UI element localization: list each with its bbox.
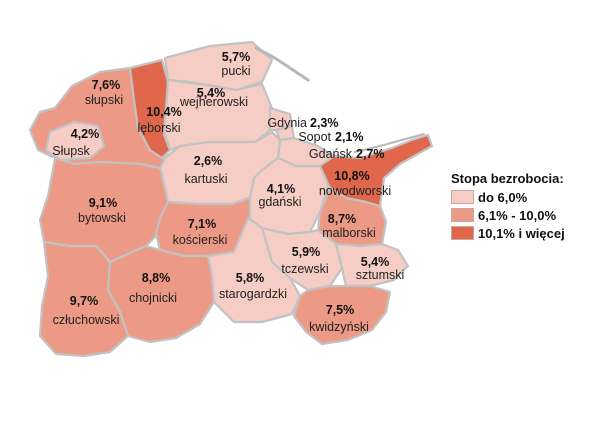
- label-starogardzki-value: 5,8%: [236, 271, 265, 285]
- label-bytowski-value: 9,1%: [89, 196, 118, 210]
- label-wejherowski-value: 5,4%: [197, 86, 226, 100]
- legend-item-high: 10,1% i więcej: [451, 224, 565, 242]
- label-malborski-name: malborski: [322, 226, 376, 240]
- legend-swatch-mid: [451, 208, 474, 222]
- label-gdynia-name: Gdynia: [267, 116, 307, 130]
- label-koscierski-value: 7,1%: [188, 217, 217, 231]
- label-slupski-name: słupski: [85, 93, 123, 107]
- region-kwidzynski[interactable]: [292, 284, 392, 346]
- county-regions: [28, 40, 434, 358]
- legend-label-low: do 6,0%: [478, 189, 528, 205]
- legend-item-low: do 6,0%: [451, 188, 565, 206]
- label-sztumski-name: sztumski: [356, 268, 405, 282]
- label-bytowski-name: bytowski: [78, 211, 126, 225]
- legend-title: Stopa bezrobocia:: [451, 171, 564, 186]
- label-gdanski-name: gdański: [258, 195, 301, 209]
- label-tczewski-value: 5,9%: [292, 245, 321, 259]
- legend-swatch-high: [451, 226, 474, 240]
- label-koscierski-name: kościerski: [173, 233, 228, 247]
- label-pucki-name: pucki: [221, 64, 250, 78]
- label-starogardzki-name: starogardzki: [219, 287, 287, 301]
- label-pucki-value: 5,7%: [222, 50, 251, 64]
- label-gdansk-name: Gdańsk: [309, 147, 353, 161]
- legend-swatch-low: [451, 190, 474, 204]
- vistula-spit: [354, 133, 425, 153]
- label-nowodworski-value: 10,8%: [334, 169, 369, 183]
- label-gdynia-value: 2,3%: [310, 116, 339, 130]
- region-slupsk[interactable]: [44, 120, 106, 162]
- label-gdansk-value: 2,7%: [356, 147, 385, 161]
- label-sztumski-value: 5,4%: [361, 255, 390, 269]
- label-sopot-value: 2,1%: [335, 130, 364, 144]
- legend-label-high: 10,1% i więcej: [478, 225, 565, 241]
- label-tczewski-name: tczewski: [281, 262, 328, 276]
- label-malborski-value: 8,7%: [328, 212, 357, 226]
- label-slupsk-name: Słupsk: [52, 144, 90, 158]
- legend-label-mid: 6,1% - 10,0%: [478, 207, 557, 223]
- hel-peninsula: [254, 46, 310, 82]
- legend: Stopa bezrobocia: do 6,0% 6,1% - 10,0% 1…: [451, 171, 565, 242]
- label-chojnicki-value: 8,8%: [142, 271, 171, 285]
- label-kwidzynski-value: 7,5%: [326, 303, 355, 317]
- region-labels: 7,6% słupski 4,2% Słupsk 10,4% lęborski …: [52, 50, 404, 334]
- label-leborski-value: 10,4%: [146, 105, 181, 119]
- legend-item-mid: 6,1% - 10,0%: [451, 206, 565, 224]
- label-slupski-value: 7,6%: [92, 78, 121, 92]
- label-kartuski-value: 2,6%: [194, 154, 223, 168]
- label-wejherowski-name: wejherowski: [179, 95, 248, 109]
- label-nowodworski-name: nowodworski: [319, 184, 391, 198]
- region-czluchowski[interactable]: [38, 240, 130, 358]
- label-kwidzynski-name: kwidzyński: [309, 320, 369, 334]
- label-czluchowski-value: 9,7%: [70, 294, 99, 308]
- label-gdanski-value: 4,1%: [267, 182, 296, 196]
- region-sztumski[interactable]: [334, 242, 410, 288]
- label-sopot-name: Sopot: [298, 130, 331, 144]
- label-slupsk-value: 4,2%: [71, 127, 100, 141]
- label-kartuski-name: kartuski: [184, 172, 227, 186]
- label-leborski-name: lęborski: [137, 121, 180, 135]
- label-chojnicki-name: chojnicki: [129, 291, 177, 305]
- label-czluchowski-name: człuchowski: [53, 313, 120, 327]
